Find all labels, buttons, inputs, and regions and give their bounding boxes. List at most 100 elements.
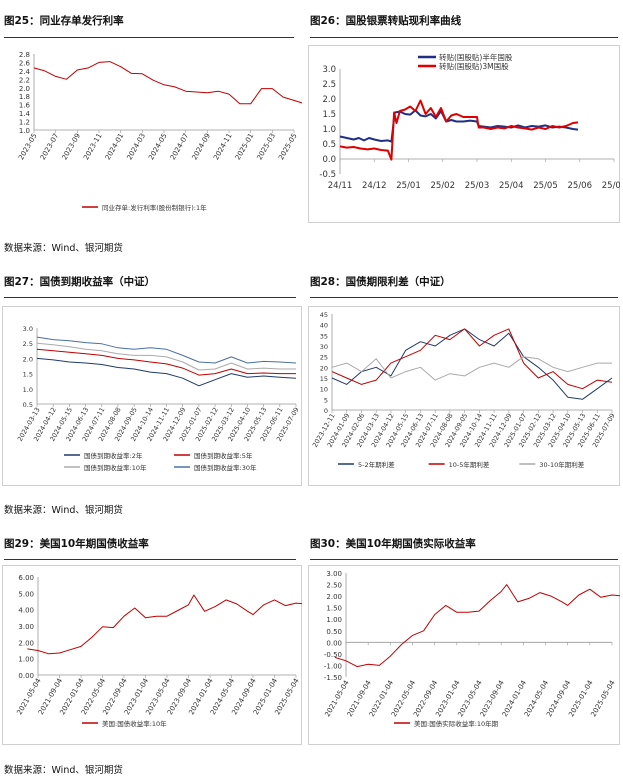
- fig27-title: 图27：国债到期收益率（中证）: [4, 276, 156, 288]
- fig28-title: 图28：国债期限利差（中证）: [310, 276, 451, 288]
- fig25-x-tick-label: 2024-03: [126, 132, 148, 161]
- fig26-chart: -0.5 0.0 0.5 1.0 1.5 2.0 2.5 3.0 24/11 24/12 25/01…: [308, 45, 620, 223]
- fig25-y-tick-label: 2.4: [19, 68, 31, 76]
- fig25-y-tick-label: 1.4: [19, 110, 31, 118]
- fig26-y-tick-label: 0.5: [322, 140, 336, 150]
- fig27-legend-label: 国债到期收益率:30年: [194, 463, 257, 472]
- fig26-x-tick-label: 25/07: [602, 181, 620, 191]
- fig25-y-tick-label: 1.0: [19, 127, 30, 135]
- fig28-y-tick-label: 5: [324, 396, 328, 404]
- fig26-y-tick-label: 2.5: [322, 80, 336, 90]
- fig30-title: 图30：美国10年期国债实际收益率: [310, 538, 476, 550]
- fig25-legend-label: 同业存单:发行利率(股份制银行):1年: [102, 203, 207, 212]
- fig28-title-rule: [310, 297, 618, 298]
- fig25-x-tick-label: 2023-09: [61, 132, 83, 161]
- fig30-frame: [308, 565, 620, 745]
- fig26-series-line-1: [339, 99, 579, 161]
- fig25-y-tick-label: 2.8: [19, 51, 30, 59]
- fig26-title: 图26：国股银票转贴现利率曲线: [310, 15, 462, 27]
- fig30-y-tick-label: 1.50: [326, 605, 342, 613]
- fig29-frame: [2, 565, 302, 745]
- fig30-legend-label: 美国:国债实际收益率:10年期: [414, 719, 499, 728]
- fig26-x-tick-label: 25/06: [568, 181, 593, 191]
- fig27-legend-label: 国债到期收益率:10年: [84, 463, 147, 472]
- fig26-legend-label: 转贴(国股贴)3M国股: [439, 61, 509, 71]
- fig25-x-tick-label: 2024-01: [104, 132, 126, 161]
- fig25-x-tick-label: 2025-03: [256, 132, 278, 161]
- fig26-legend-label: 转贴(国股贴)半年国股: [439, 52, 513, 62]
- fig30-y-tick-label: -1.50: [324, 674, 342, 682]
- fig27-y-tick-label: 2.0: [23, 355, 33, 363]
- fig25-x-tick-label: 2024-09: [191, 132, 213, 161]
- fig25-y-tick-label: 2.2: [19, 76, 30, 84]
- fig25-y-tick-label: 1.6: [19, 102, 31, 110]
- fig28-y-tick-label: 30: [320, 343, 328, 351]
- fig25-x-tick-label: 2023-07: [39, 132, 61, 161]
- fig29-y-tick-label: 3.00: [18, 623, 34, 631]
- fig25-x-tick-label: 2025-05: [277, 132, 299, 161]
- fig27-y-tick-label: 1.5: [23, 371, 33, 379]
- fig30-y-tick-label: -1.00: [324, 662, 342, 670]
- fig25-y-tick-label: 1.2: [19, 119, 30, 127]
- fig27-legend-label: 国债到期收益率:5年: [194, 451, 253, 460]
- fig30-y-tick-label: 0.50: [326, 628, 342, 636]
- fig30-chart: -1.50 -1.00 -0.50 0.00 0.50 1.00 1.50 2.00 2.50 3…: [308, 565, 620, 745]
- fig27-chart: 0.51.01.52.02.53.02024-03-132024-04-1220…: [2, 306, 302, 486]
- fig25-x-tick-label: 2023-05: [17, 132, 39, 161]
- fig28-frame: [308, 306, 620, 486]
- fig27-series-line-0: [36, 357, 297, 387]
- fig29-series-line-0: [27, 594, 302, 655]
- fig29-chart: 0.001.002.003.004.005.006.002021-05-0420…: [2, 565, 302, 745]
- fig26-x-tick-label: 24/12: [362, 181, 387, 191]
- fig28-y-tick-label: 35: [320, 332, 328, 340]
- fig27-series-line-3: [36, 336, 297, 364]
- fig26-series-line-0: [339, 109, 579, 143]
- fig25-y-tick-label: 2.6: [19, 59, 31, 67]
- fig28-chart: 0510152025303540452023-12-112024-01-0920…: [308, 306, 620, 486]
- fig26-frame: [308, 45, 620, 223]
- fig29-y-tick-label: 1.00: [18, 656, 34, 664]
- fig25-title: 图25：同业存单发行利率: [4, 15, 124, 27]
- fig30-y-tick-label: -0.50: [324, 651, 342, 659]
- fig25-x-tick-label: 2025-01: [234, 132, 256, 161]
- fig29-title: 图29：美国10年期国债收益率: [4, 538, 149, 550]
- fig26-y-tick-label: -0.5: [319, 170, 336, 180]
- fig29-y-tick-label: 5.00: [18, 590, 34, 598]
- fig28-y-tick-label: 40: [320, 322, 328, 330]
- source-note-row2: 数据来源：Wind、银河期货: [4, 505, 123, 516]
- fig25-y-tick-label: 2.0: [19, 85, 30, 93]
- fig27-title-rule: [4, 297, 296, 298]
- fig29-y-tick-label: 0.00: [18, 672, 34, 680]
- fig26-title-rule: [310, 37, 618, 38]
- fig28-y-tick-label: 25: [320, 354, 328, 362]
- fig29-legend-label: 美国:国债收益率:10年: [102, 719, 167, 728]
- fig28-y-tick-label: 15: [320, 375, 328, 383]
- fig30-series-line-0: [334, 584, 620, 668]
- fig27-series-line-2: [36, 342, 296, 371]
- fig26-x-tick-label: 25/02: [431, 181, 456, 191]
- fig29-title-rule: [4, 559, 296, 560]
- fig28-series-line-1: [331, 328, 613, 390]
- fig25-x-tick-label: 2024-11: [212, 132, 234, 161]
- fig25-x-tick-label: 2023-11: [82, 132, 104, 161]
- source-note-row3: 数据来源：Wind、银河期货: [4, 765, 123, 776]
- fig27-y-tick-label: 3.0: [23, 325, 33, 333]
- fig27-legend-label: 国债到期收益率:2年: [84, 451, 143, 460]
- fig26-x-tick-label: 25/01: [396, 181, 421, 191]
- fig26-y-tick-label: 1.0: [322, 125, 336, 135]
- fig30-y-tick-label: 2.50: [326, 582, 342, 590]
- fig26-y-tick-label: 2.0: [322, 95, 336, 105]
- fig28-y-tick-label: 20: [320, 364, 328, 372]
- fig25-x-tick-label: 2024-05: [147, 132, 169, 161]
- fig27-series-line-1: [36, 348, 296, 376]
- fig29-y-tick-label: 2.00: [18, 639, 34, 647]
- fig25-title-rule: [4, 37, 294, 38]
- fig30-title-rule: [310, 559, 618, 560]
- fig28-legend-label: 30-10年期利差: [539, 460, 584, 469]
- fig28-series-line-0: [331, 328, 613, 400]
- fig27-y-tick-label: 1.0: [23, 386, 33, 394]
- fig28-y-tick-label: 45: [320, 311, 328, 319]
- fig26-x-tick-label: 25/03: [465, 181, 490, 191]
- fig28-series-line-2: [331, 356, 612, 381]
